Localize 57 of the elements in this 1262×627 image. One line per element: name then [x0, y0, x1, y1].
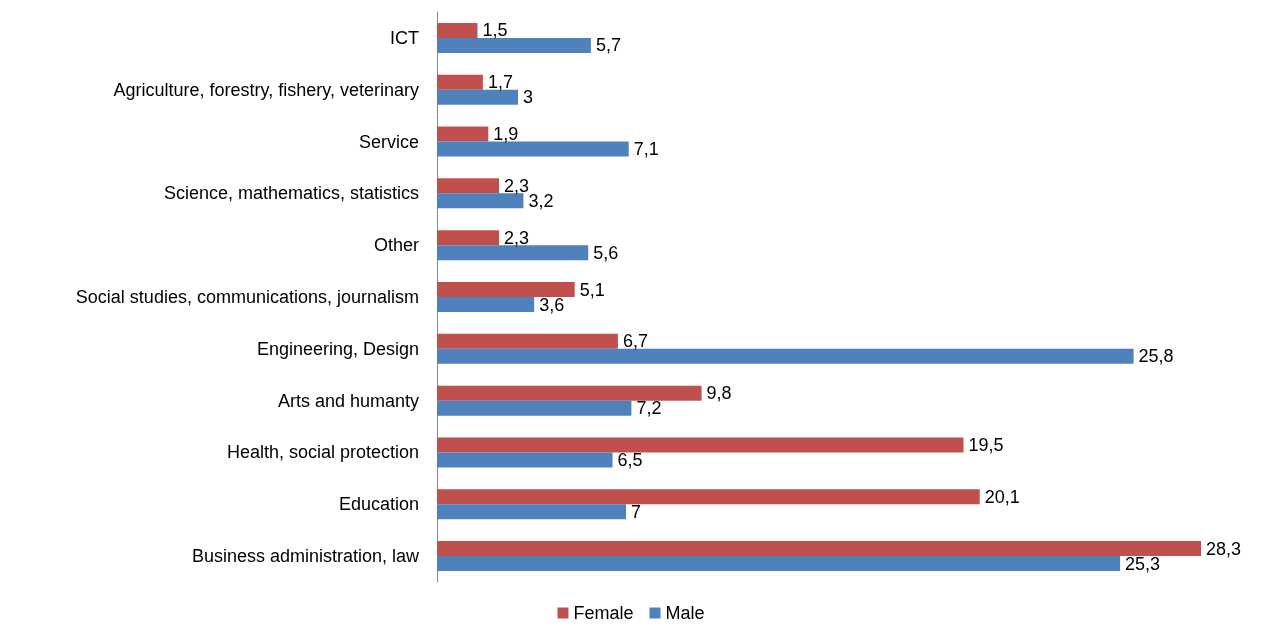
data-label: 7,2: [636, 398, 662, 419]
data-label: 19,5: [968, 434, 1004, 455]
data-label: 6,5: [617, 449, 643, 470]
data-label: 5,7: [595, 35, 621, 56]
bar: [437, 37, 591, 53]
data-label: 1,5: [482, 20, 508, 41]
bar: [437, 141, 629, 157]
y-tick-label: Science, mathematics, statistics: [163, 183, 419, 204]
data-label: 25,3: [1125, 553, 1161, 574]
bar: [437, 504, 626, 520]
bar: [437, 437, 964, 453]
data-label: 7: [631, 501, 642, 522]
bar: [437, 74, 483, 90]
bar: [437, 452, 613, 468]
bar: [437, 556, 1121, 572]
bar: [437, 333, 618, 349]
data-label: 20,1: [984, 486, 1020, 507]
bar: [437, 282, 575, 297]
bar: [437, 541, 1202, 557]
bar: [437, 245, 589, 261]
y-tick-label: ICT: [390, 27, 419, 48]
bar: [437, 297, 535, 312]
bar: [437, 230, 500, 246]
data-label: 3,2: [528, 190, 554, 211]
y-tick-label: Business administration, law: [191, 546, 420, 567]
y-tick-label: Service: [358, 131, 419, 152]
bar: [437, 178, 500, 194]
y-tick-label: Social studies, communications, journalism: [75, 287, 419, 307]
bar: [437, 89, 518, 105]
y-tick-label: Other: [373, 235, 419, 256]
bar: [437, 489, 980, 505]
bar: [437, 385, 702, 401]
data-label: 5,6: [593, 242, 619, 263]
data-label: 1,7: [487, 72, 513, 93]
y-tick-label: Education: [338, 494, 419, 515]
data-label: 25,8: [1138, 346, 1174, 367]
data-label: 7,1: [633, 139, 659, 160]
y-tick-label: Arts and humanty: [277, 390, 419, 411]
y-tick-label: Agriculture, forestry, fishery, veterinary: [113, 79, 419, 100]
data-label: 2,3: [504, 227, 530, 248]
bar: [437, 193, 524, 209]
bar: [437, 348, 1134, 364]
legend-label: Female: [573, 603, 634, 623]
y-tick-label: Engineering, Design: [256, 338, 419, 359]
data-label: 9,8: [706, 383, 732, 404]
data-label: 5,1: [579, 279, 605, 300]
data-label: 1,9: [493, 124, 519, 145]
data-label: 6,7: [622, 331, 648, 352]
bar: [437, 400, 632, 416]
bar: [437, 126, 489, 142]
data-label: 3: [523, 87, 534, 108]
data-label: 3,6: [539, 294, 565, 315]
data-label: 28,3: [1206, 538, 1242, 559]
y-tick-label: Health, social protection: [226, 442, 419, 463]
data-label: 2,3: [504, 175, 530, 196]
bar: [437, 22, 478, 38]
legend-label: Male: [665, 603, 705, 623]
